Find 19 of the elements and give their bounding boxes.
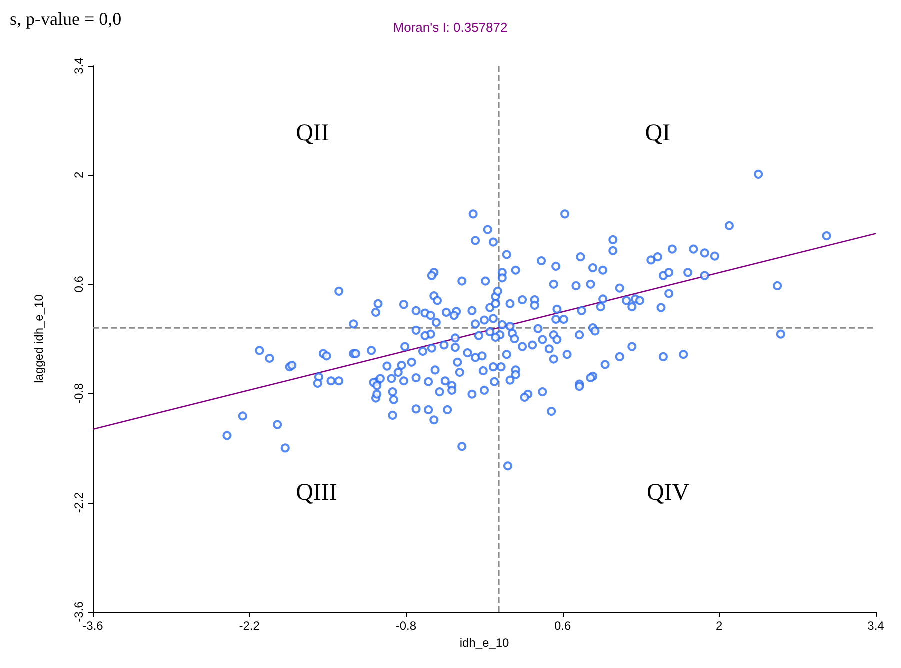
- y-axis-title: lagged idh_e_10: [32, 294, 46, 384]
- x-tick-label: -3.6: [82, 619, 104, 633]
- y-tick-label: -0.8: [72, 382, 86, 404]
- y-tick-label: 2: [72, 172, 86, 179]
- y-tick-label: -2.2: [72, 492, 86, 514]
- annotation: QII: [296, 120, 330, 146]
- annotation: QIV: [646, 480, 690, 506]
- y-tick-label: 0.6: [72, 276, 86, 293]
- text: s, p-value = 0,0: [10, 9, 122, 29]
- x-axis-title: idh_e_10: [460, 636, 510, 650]
- x-tick-label: 0.6: [554, 619, 572, 633]
- x-tick-label: 3.4: [868, 619, 885, 633]
- chart-title: Moran's I: 0.357872: [393, 20, 508, 35]
- x-tick-label: -2.2: [239, 619, 260, 633]
- x-tick-label: 2: [716, 619, 724, 633]
- x-tick-label: -0.8: [396, 619, 417, 633]
- annotation: QI: [645, 120, 671, 146]
- y-tick-label: 3.4: [72, 57, 86, 74]
- annotation: QIII: [296, 480, 338, 506]
